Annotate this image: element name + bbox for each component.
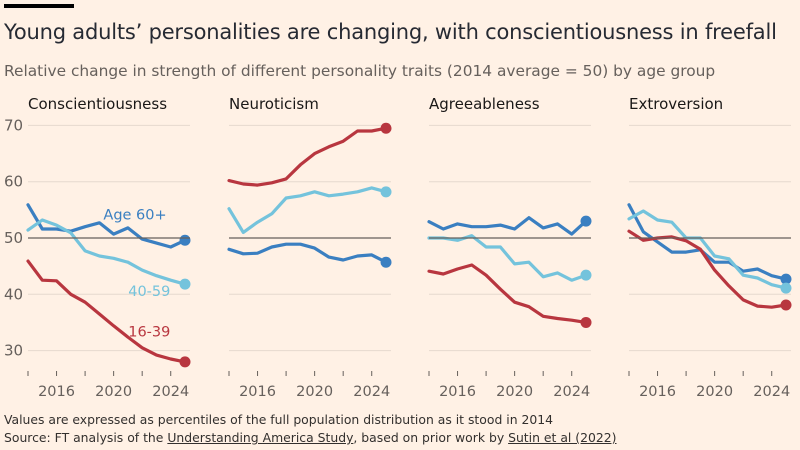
x-tick-label: 2016 (639, 384, 676, 400)
x-tick-label: 2020 (296, 384, 333, 400)
series-endpoint-age-40-59 (179, 278, 191, 290)
series-endpoint-age-40-59 (780, 282, 792, 294)
series-label-age-16-39: 16-39 (128, 325, 170, 341)
brand-bar (4, 4, 74, 8)
series-line-age-60-plus (26, 203, 187, 249)
series-endpoint-age-60-plus (580, 215, 592, 227)
x-tick-label: 2016 (38, 384, 75, 400)
x-tick-label: 2024 (152, 384, 189, 400)
small-multiples-chart: Conscientiousness 30 40 50 60 70 2016 2020 2024 A… (4, 95, 792, 400)
series-endpoint-age-60-plus (780, 273, 792, 285)
series-endpoint-age-16-39 (780, 299, 792, 311)
series-endpoint-age-16-39 (380, 122, 392, 134)
x-tick-label: 2020 (496, 384, 533, 400)
y-tick-label: 50 (4, 229, 23, 247)
x-tick-label: 2016 (239, 384, 276, 400)
series-endpoint-age-60-plus (380, 256, 392, 268)
source-link-sutin-et-al[interactable]: Sutin et al (2022) (508, 430, 617, 445)
y-tick-label: 60 (4, 173, 23, 191)
panel-title-conscientiousness: Conscientiousness (28, 95, 167, 113)
series-line-age-60-plus (227, 242, 388, 264)
source-link-understanding-america-study[interactable]: Understanding America Study (167, 430, 354, 445)
x-tick-label: 2024 (353, 384, 390, 400)
source-line: Source: FT analysis of the Understanding… (4, 430, 617, 445)
series-line-age-16-39 (627, 229, 788, 309)
series-line-age-16-39 (427, 263, 588, 324)
x-tick-label: 2020 (696, 384, 733, 400)
y-tick-label: 70 (4, 116, 23, 134)
panel-title-extroversion: Extroversion (629, 95, 723, 113)
series-line-age-40-59 (427, 234, 588, 282)
series-line-age-60-plus (427, 216, 588, 236)
y-tick-label: 40 (4, 285, 23, 303)
x-tick-label: 2024 (753, 384, 790, 400)
series-endpoint-age-16-39 (580, 316, 592, 328)
series-line-age-40-59 (227, 186, 388, 234)
source-middle: , based on prior work by (353, 430, 509, 445)
x-tick-label: 2016 (439, 384, 476, 400)
series-endpoint-age-60-plus (179, 234, 191, 246)
series-endpoint-age-40-59 (580, 269, 592, 281)
x-tick-label: 2024 (553, 384, 590, 400)
chart-title: Young adults’ personalities are changing… (4, 20, 777, 44)
footnote: Values are expressed as percentiles of t… (4, 412, 554, 427)
series-line-age-40-59 (26, 218, 187, 286)
source-prefix: Source: FT analysis of the (4, 430, 168, 445)
chart-subtitle: Relative change in strength of different… (4, 62, 716, 80)
x-tick-label: 2020 (95, 384, 132, 400)
series-line-age-60-plus (627, 203, 788, 281)
panel-title-neuroticism: Neuroticism (229, 95, 319, 113)
series-endpoint-age-40-59 (380, 186, 392, 198)
series-endpoint-age-16-39 (179, 356, 191, 368)
y-tick-label: 30 (4, 342, 23, 360)
series-line-age-16-39 (227, 126, 388, 187)
series-label-age-60-plus: Age 60+ (103, 207, 166, 223)
series-line-age-40-59 (627, 209, 788, 290)
series-label-age-40-59: 40-59 (128, 284, 170, 300)
series-line-age-16-39 (26, 259, 187, 364)
panel-title-agreeableness: Agreeableness (429, 95, 540, 113)
